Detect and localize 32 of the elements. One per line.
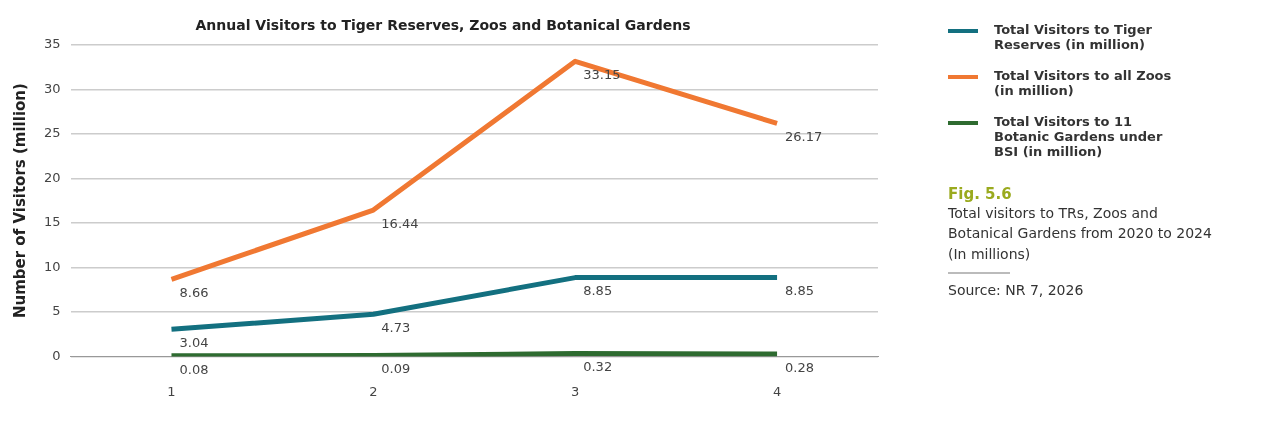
source-note: Source: NR 7, 2026 <box>948 281 1085 298</box>
data-label: 0.09 <box>381 361 411 377</box>
data-label: 26.17 <box>785 129 823 145</box>
data-label: 4.73 <box>381 320 411 336</box>
y-tick-label: 30 <box>44 80 61 96</box>
legend-label: Total Visitors to Tiger Reserves (in million) <box>994 22 1153 52</box>
data-label: 8.66 <box>179 285 209 301</box>
data-label: 0.32 <box>583 359 613 375</box>
data-label: 8.85 <box>785 283 815 299</box>
caption: Fig. 5.6 <box>948 185 1013 203</box>
legend-label: Total Visitors to all Zoos (in million) <box>994 68 1173 98</box>
x-tick-label: 4 <box>772 383 782 399</box>
y-tick-label: 20 <box>44 169 61 185</box>
x-tick-label: 2 <box>369 383 378 399</box>
y-tick-label: 10 <box>44 258 61 274</box>
x-tick-label: 3 <box>571 383 580 399</box>
text: Total visitors to TRs, Zoos and Botanical Gardens from 2020 to 2024 (In millions) <box>948 204 1213 264</box>
y-tick-label: 25 <box>44 125 61 141</box>
x-tick-label: 1 <box>167 383 176 399</box>
data-label: 0.08 <box>179 361 209 377</box>
data-label: 0.28 <box>785 359 815 375</box>
y-tick-label: 0 <box>52 347 61 363</box>
chart-title: Annual Visitors to Tiger Reserves, Zoos and Botanical Gardens <box>195 17 691 34</box>
data-label: 8.85 <box>583 283 613 299</box>
legend-label: Total Visitors to 11 Botanic Gardens under BSI (in million) <box>994 114 1164 159</box>
data-label: 33.15 <box>583 67 621 83</box>
y-tick-label: 15 <box>44 214 61 230</box>
y-tick-label: 35 <box>44 36 61 52</box>
y-axis-title: Number of Visitors (million) <box>10 83 29 319</box>
data-label: 3.04 <box>179 335 209 351</box>
y-tick-label: 5 <box>52 303 61 319</box>
data-label: 16.44 <box>381 215 419 231</box>
